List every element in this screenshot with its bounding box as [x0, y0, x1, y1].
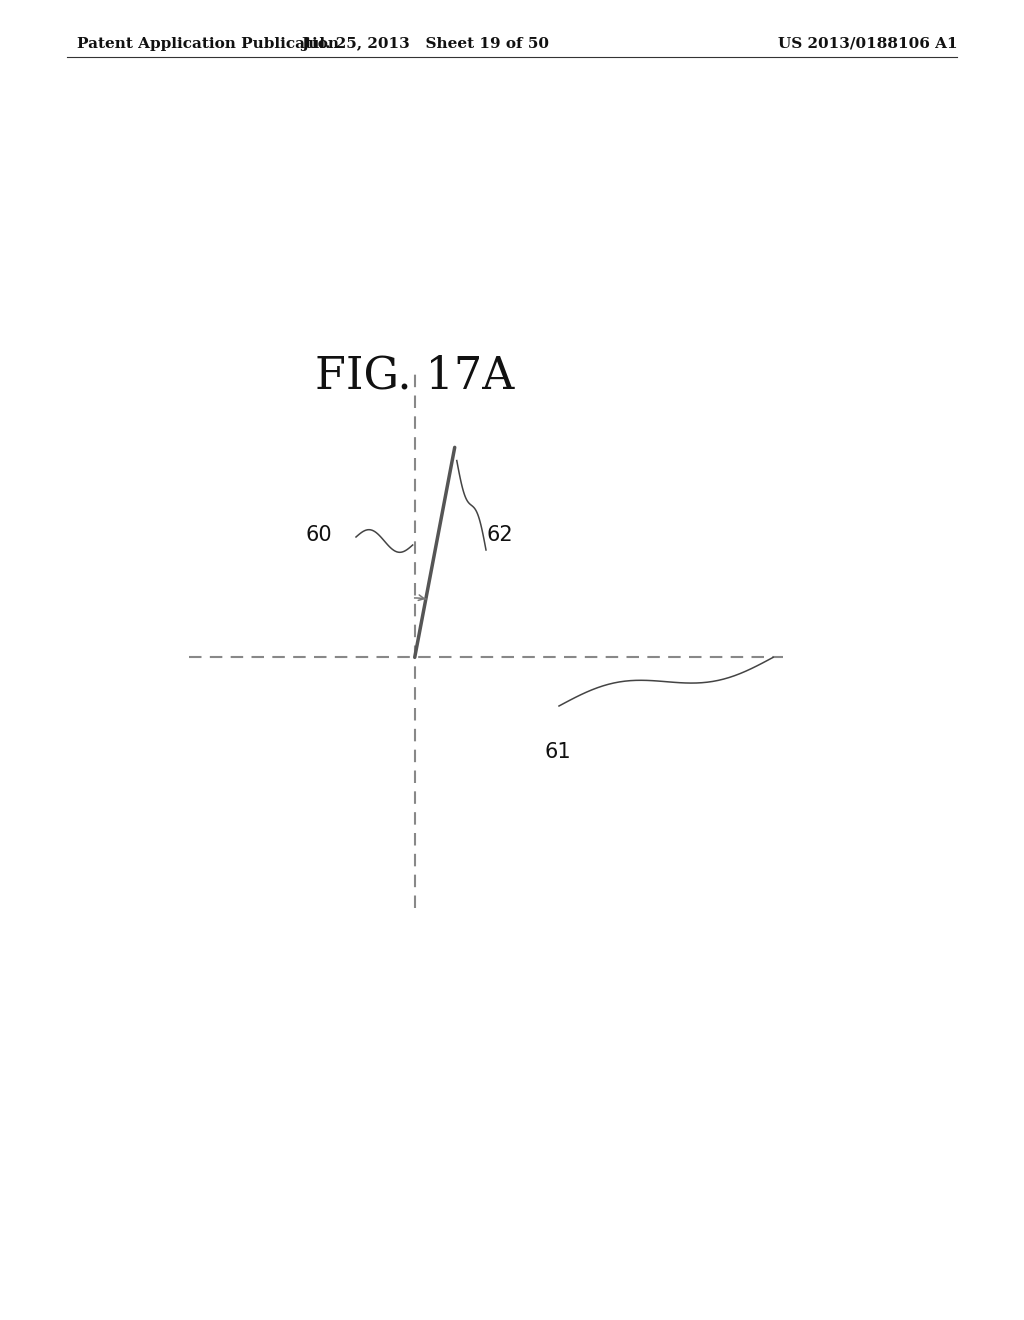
Text: 61: 61: [545, 742, 571, 762]
Text: Jul. 25, 2013   Sheet 19 of 50: Jul. 25, 2013 Sheet 19 of 50: [301, 37, 549, 51]
Text: FIG. 17A: FIG. 17A: [315, 355, 514, 397]
Text: US 2013/0188106 A1: US 2013/0188106 A1: [778, 37, 957, 51]
Text: Patent Application Publication: Patent Application Publication: [77, 37, 339, 51]
Text: 62: 62: [487, 525, 514, 545]
Text: 60: 60: [305, 525, 332, 545]
